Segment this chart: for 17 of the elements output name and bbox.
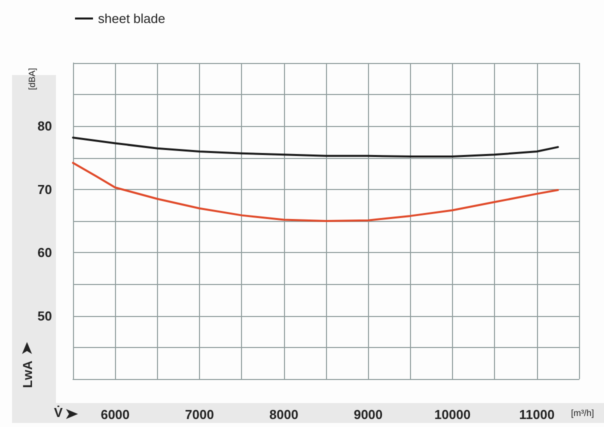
x-tick-label: 10000 [434,407,471,422]
y-tick-label: 50 [38,308,52,324]
legend-label: sheet blade [98,11,166,26]
text: [dBA] [27,68,37,90]
y-tick-label: 80 [38,118,52,134]
line-series [72,162,559,222]
y-axis-title: LwA [20,360,35,388]
y-tick-label: 70 [38,182,52,197]
x-axis-title: V̇ [54,405,63,420]
y-tick-label: 60 [38,245,52,260]
x-tick-label: 11000 [519,407,555,422]
x-tick-label: 7000 [185,407,214,422]
x-tick-label: 6000 [100,407,130,422]
text: [m³/h] [571,408,594,418]
line-series [72,136,559,158]
x-tick-label: 8000 [269,407,298,422]
x-tick-label: 9000 [354,407,383,422]
